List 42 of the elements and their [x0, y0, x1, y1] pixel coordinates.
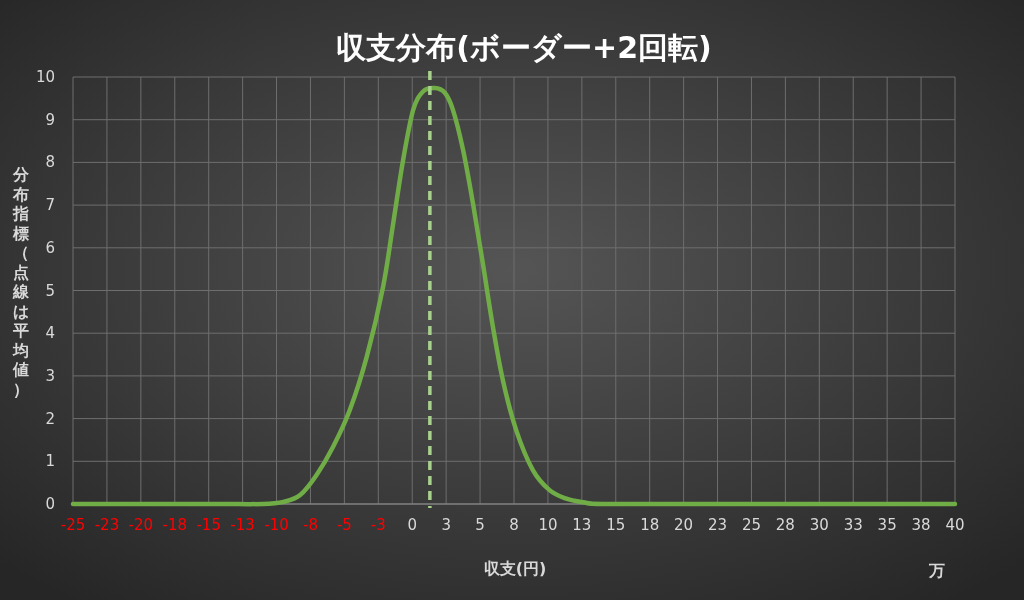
x-tick-label: 13: [572, 516, 592, 534]
y-tick-label: 6: [45, 238, 55, 257]
x-tick-label: -23: [94, 516, 120, 534]
text: 分布指標（点線は平均値）: [13, 165, 29, 399]
y-tick-label: 3: [45, 366, 55, 385]
y-tick-label: 1: [45, 452, 55, 471]
x-tick-label: 23: [707, 516, 728, 534]
x-tick-label: 3: [441, 516, 451, 534]
x-tick-label: 30: [809, 516, 829, 534]
x-tick-label: -8: [302, 516, 318, 534]
x-tick-label: 38: [911, 516, 931, 534]
y-tick-label: 7: [45, 196, 55, 215]
chart-title: 収支分布(ボーダー+2回転): [336, 30, 712, 65]
y-tick-label: 0: [45, 495, 55, 513]
x-tick-label: 8: [509, 516, 519, 534]
x-axis-title: 収支(円): [483, 559, 547, 578]
x-tick-label: 28: [775, 516, 795, 534]
x-tick-label: 33: [843, 516, 863, 534]
x-tick-label: 0: [407, 516, 417, 534]
y-tick-label: 10: [35, 68, 55, 86]
x-tick-label: -13: [230, 516, 255, 534]
x-tick-label: -25: [60, 516, 86, 534]
x-tick-label: -20: [128, 516, 154, 534]
y-tick-label: 8: [45, 153, 55, 172]
x-tick-label: -5: [336, 516, 352, 534]
x-tick-label: 25: [741, 516, 762, 534]
y-tick-label: 9: [45, 110, 55, 129]
x-tick-label: -18: [162, 516, 188, 534]
x-tick-label: 18: [640, 516, 660, 534]
y-tick-label: 5: [45, 281, 55, 300]
x-tick-label: -3: [370, 516, 386, 534]
y-tick-label: 4: [45, 324, 55, 343]
x-tick-label: 15: [606, 516, 626, 534]
x-tick-label: -10: [264, 516, 289, 534]
x-tick-label: 35: [877, 516, 897, 534]
x-tick-label: 5: [475, 516, 485, 534]
x-tick-label: 20: [674, 516, 694, 534]
text: 万: [928, 561, 945, 580]
x-tick-label: 40: [945, 516, 965, 534]
x-tick-label: 10: [538, 516, 558, 534]
y-tick-label: 2: [45, 409, 55, 428]
x-tick-label: -15: [196, 516, 221, 534]
